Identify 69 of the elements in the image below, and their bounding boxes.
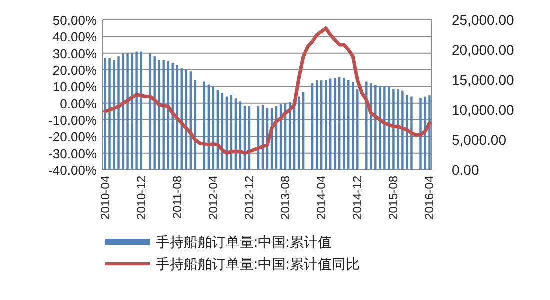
bar (420, 98, 422, 170)
bar (397, 90, 400, 170)
y2-tick-label: 0.00 (452, 162, 480, 178)
bar (424, 96, 426, 170)
bar (324, 80, 328, 170)
bar (140, 52, 142, 170)
bar (311, 84, 314, 170)
bar (316, 80, 318, 170)
bar (343, 78, 346, 170)
y-tick-label: 20.00% (52, 63, 98, 78)
bar (118, 56, 120, 170)
bar (136, 52, 138, 170)
bar (154, 56, 156, 170)
y-tick-label: -40.00% (48, 163, 98, 178)
bar (384, 86, 386, 170)
legend-label: 手持船舶订单量:中国:累计值 (156, 234, 332, 250)
bar (428, 96, 431, 170)
x-tick-label: 2016-04 (422, 176, 437, 220)
bar (379, 86, 382, 170)
x-tick-label: 2010-12 (134, 176, 148, 220)
bar (167, 61, 170, 170)
x-tick-label: 2014-04 (314, 176, 329, 220)
bar (374, 85, 377, 170)
y-tick-label: 50.00% (52, 13, 98, 28)
y-tick-label: -30.00% (48, 146, 98, 162)
y2-tick-label: 20,000.00 (452, 42, 514, 58)
y2-tick-label: 5,000.00 (452, 132, 507, 148)
line-series (104, 26, 432, 156)
y-tick-label: 40.00% (52, 30, 98, 45)
bar (348, 80, 350, 170)
y-tick-label: -10.00% (48, 113, 98, 128)
bar (158, 60, 160, 170)
bar (162, 60, 165, 170)
bar (104, 58, 106, 170)
y-tick-label: 30.00% (52, 46, 98, 62)
y2-tick-label: 10,000.00 (452, 102, 514, 118)
bar (320, 80, 323, 170)
x-tick-label: 2014-12 (350, 176, 365, 220)
bar (388, 87, 390, 170)
x-tick-label: 2011-08 (170, 176, 184, 220)
bar (329, 78, 332, 170)
x-tick-label: 2013-08 (278, 176, 293, 220)
bar (122, 54, 124, 170)
y-tick-label: 0.00% (60, 96, 98, 112)
bar (334, 78, 336, 170)
bar (126, 54, 129, 170)
bar (338, 78, 341, 170)
bar (149, 54, 152, 170)
bar (298, 96, 300, 170)
bar (370, 84, 372, 170)
bar (108, 58, 111, 170)
bar (113, 60, 116, 170)
x-tick-label: 2012-12 (242, 176, 256, 220)
bar (410, 96, 413, 170)
x-tick-label: 2010-04 (98, 176, 112, 220)
y-tick-label: -20.00% (48, 130, 98, 145)
bar (302, 92, 305, 170)
bar (402, 90, 404, 170)
x-tick-label: 2015-08 (386, 176, 401, 220)
legend-label: 手持船舶订单量:中国:累计值同比 (156, 256, 360, 272)
x-tick-label: 2012-04 (206, 176, 220, 220)
bar (352, 82, 354, 170)
bar (356, 89, 359, 170)
bar (392, 89, 395, 170)
y2-tick-label: 15,000.00 (452, 72, 514, 88)
y2-tick-label: 25,000.00 (452, 12, 514, 28)
bar (406, 95, 408, 170)
y-tick-label: 10.00% (52, 80, 98, 95)
bar (131, 54, 134, 170)
